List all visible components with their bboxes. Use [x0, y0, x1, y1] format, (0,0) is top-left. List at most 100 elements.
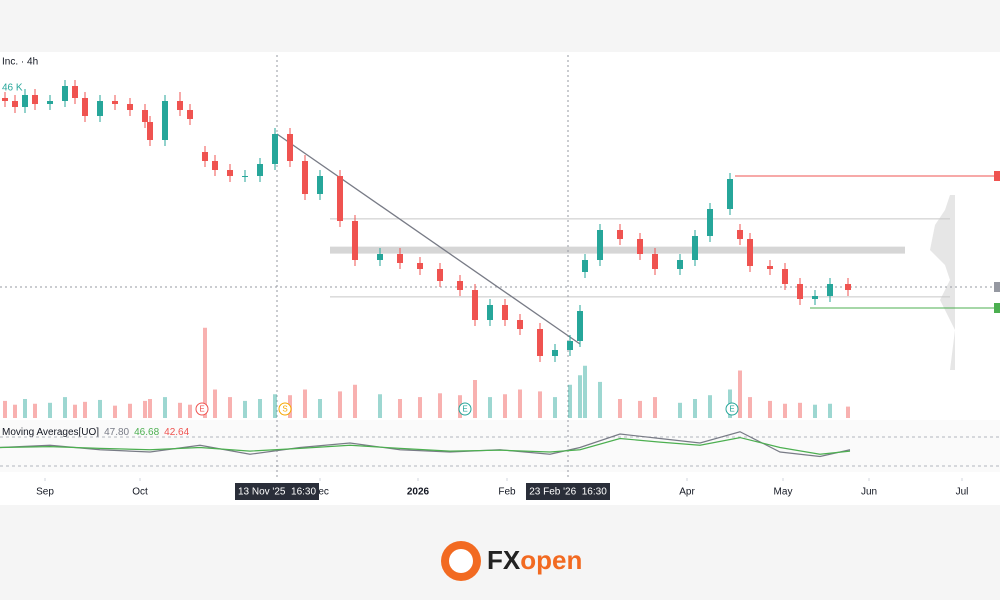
volume-bar	[708, 395, 712, 418]
candle-body	[337, 176, 343, 221]
logo-icon-inner	[449, 549, 473, 573]
volume-bar	[203, 327, 207, 418]
volume-bar	[33, 403, 37, 418]
crosshair-label-box	[235, 483, 319, 500]
candle-body	[62, 86, 68, 101]
indicator-readout: 46.68	[134, 427, 159, 438]
candle-body	[487, 305, 493, 320]
candle-body	[212, 161, 218, 170]
volume-bar	[98, 399, 102, 418]
indicator-readout: 47.80	[104, 427, 129, 438]
candle-body	[472, 290, 478, 320]
candle-body	[537, 329, 543, 356]
candle-body	[82, 98, 88, 116]
volume-bar	[828, 403, 832, 418]
candle-body	[227, 170, 233, 176]
candle-body	[32, 95, 38, 104]
logo-fx: FX	[487, 545, 521, 575]
candle-body	[417, 263, 423, 269]
chart-title: Inc. · 4h	[2, 57, 38, 68]
indicator-line	[0, 436, 851, 455]
volume-bar	[693, 399, 697, 418]
volume-bar	[678, 402, 682, 418]
candle-body	[782, 269, 788, 284]
indicator-name: Moving Averages[UO]	[2, 427, 99, 438]
candle-body	[577, 311, 583, 341]
candle-body	[127, 104, 133, 110]
volume-bar	[518, 389, 522, 418]
candle-body	[142, 110, 148, 122]
volume-bar	[303, 389, 307, 418]
trendline	[276, 133, 581, 345]
event-marker	[725, 402, 739, 416]
volume-bar	[438, 393, 442, 418]
candle-body	[202, 152, 208, 161]
candle-body	[97, 101, 103, 116]
candle-body	[845, 284, 851, 290]
volume-bar	[243, 400, 247, 418]
volume-bar	[813, 404, 817, 418]
candle-body	[177, 101, 183, 110]
price-tag	[994, 171, 1000, 181]
volume-bar	[128, 403, 132, 418]
x-tick-label: Sep	[36, 487, 54, 498]
candle-body	[72, 86, 78, 98]
volume-bar	[553, 397, 557, 418]
candle-body	[437, 269, 443, 281]
candle-body	[797, 284, 803, 299]
volume-bar	[846, 406, 850, 418]
event-marker	[458, 402, 472, 416]
volume-bar	[73, 404, 77, 418]
candle-body	[162, 101, 168, 140]
candle-body	[457, 281, 463, 290]
volume-bar	[398, 399, 402, 418]
volume-bar	[148, 399, 152, 418]
x-tick-label: Apr	[679, 487, 695, 498]
candle-body	[552, 350, 558, 356]
x-tick-label: Jul	[956, 487, 969, 498]
logo-open: open	[520, 545, 582, 575]
candle-body	[677, 260, 683, 269]
candle-body	[47, 101, 53, 104]
candle-body	[727, 179, 733, 209]
volume-bar	[113, 405, 117, 418]
candle-body	[652, 254, 658, 269]
x-tick-label: Jun	[861, 487, 877, 498]
volume-bar	[783, 403, 787, 418]
volume-bar	[568, 384, 572, 418]
indicator-pane	[0, 420, 1000, 472]
indicator-readout: 42.64	[164, 427, 189, 438]
price-tag	[994, 282, 1000, 292]
candle-body	[187, 110, 193, 119]
candle-body	[737, 230, 743, 239]
volume-label: 46 K	[2, 83, 23, 94]
volume-bar	[63, 397, 67, 418]
x-tick-label: Oct	[132, 487, 148, 498]
volume-bar	[618, 399, 622, 418]
candle-body	[692, 236, 698, 260]
candle-body	[767, 266, 773, 269]
volume-bar	[318, 399, 322, 418]
x-tick-label: 2026	[407, 487, 430, 498]
candle-body	[352, 221, 358, 260]
volume-bar	[228, 397, 232, 418]
indicator-label: Moving Averages[UO] 47.80 46.68 42.64	[2, 427, 190, 438]
event-marker	[195, 402, 209, 416]
volume-bar	[3, 400, 7, 418]
candle-body	[2, 98, 8, 101]
volume-bar	[188, 404, 192, 418]
volume-bar	[163, 397, 167, 418]
event-label: S	[282, 405, 287, 414]
candle-body	[637, 239, 643, 254]
volume-bar	[653, 397, 657, 418]
x-tick-label: Feb	[498, 487, 516, 498]
candle-body	[287, 134, 293, 161]
crosshair-label: 23 Feb '26 16:30	[529, 487, 607, 498]
candle-body	[242, 176, 248, 177]
logo: FXopen	[441, 541, 582, 581]
volume-bar	[418, 397, 422, 418]
volume-bar	[473, 380, 477, 418]
volume-bar	[83, 401, 87, 418]
